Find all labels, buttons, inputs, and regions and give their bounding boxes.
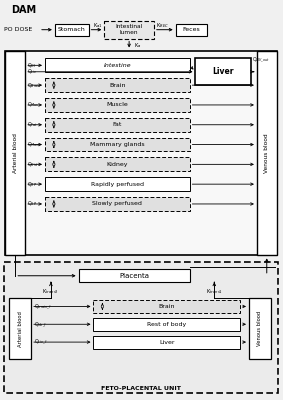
Text: Q$_{SP}$: Q$_{SP}$ — [27, 200, 37, 208]
Bar — [93, 300, 240, 313]
Text: K$_{trans2}$: K$_{trans2}$ — [42, 287, 59, 296]
Bar — [45, 197, 190, 211]
Text: Venous blood: Venous blood — [257, 311, 262, 346]
Bar — [45, 138, 190, 152]
Bar — [196, 58, 251, 85]
Text: Rapidly perfused: Rapidly perfused — [91, 182, 144, 187]
Text: Intestinal
lumen: Intestinal lumen — [115, 24, 143, 35]
Text: Q$_{Liv\_f}$: Q$_{Liv\_f}$ — [34, 338, 48, 346]
Text: Intestine: Intestine — [103, 63, 131, 68]
Bar — [45, 78, 190, 92]
Text: PO DOSE: PO DOSE — [4, 27, 33, 32]
Text: Placenta: Placenta — [119, 273, 149, 279]
Text: FETO-PLACENTAL UNIT: FETO-PLACENTAL UNIT — [101, 386, 181, 391]
Text: Q$_{Fat}$: Q$_{Fat}$ — [27, 120, 38, 129]
Bar — [4, 262, 278, 393]
Text: Feces: Feces — [183, 27, 200, 32]
Text: Muscle: Muscle — [106, 102, 128, 108]
Bar — [5, 52, 277, 256]
Text: Q$_{GI}$: Q$_{GI}$ — [27, 61, 37, 70]
Text: K$_{REC}$: K$_{REC}$ — [156, 21, 169, 30]
Bar — [257, 52, 277, 256]
Bar — [249, 298, 271, 360]
Text: DAM: DAM — [11, 5, 37, 15]
Bar — [104, 21, 154, 38]
Bar — [79, 269, 190, 282]
Text: Venous blood: Venous blood — [264, 134, 269, 173]
Text: Brain: Brain — [109, 83, 125, 88]
Bar — [55, 24, 89, 36]
Text: K$_{trans1}$: K$_{trans1}$ — [206, 287, 223, 296]
Text: Arterial blood: Arterial blood — [13, 134, 18, 173]
Bar — [9, 298, 31, 360]
Text: Liver: Liver — [159, 340, 175, 344]
Text: Q$_{ob\_f}$: Q$_{ob\_f}$ — [34, 320, 48, 329]
Bar — [176, 24, 207, 36]
Bar — [5, 52, 25, 256]
Text: Stomach: Stomach — [58, 27, 85, 32]
Text: Kidney: Kidney — [106, 162, 128, 167]
Bar — [45, 177, 190, 191]
Text: Brain: Brain — [158, 304, 175, 309]
Text: Q$_{Liv}$: Q$_{Liv}$ — [27, 67, 38, 76]
Text: Q$_{RP}$: Q$_{RP}$ — [27, 180, 37, 188]
Bar — [45, 58, 190, 72]
Text: Q$_{LIV\_out}$: Q$_{LIV\_out}$ — [252, 56, 270, 64]
Text: Slowly perfused: Slowly perfused — [92, 202, 142, 206]
Text: Q$_{Brain}$: Q$_{Brain}$ — [27, 81, 42, 90]
Text: K$_{a1}$: K$_{a1}$ — [93, 21, 102, 30]
Text: Q$_{Mus}$: Q$_{Mus}$ — [27, 100, 40, 109]
Bar — [45, 118, 190, 132]
Text: Q$_{Kid}$: Q$_{Kid}$ — [27, 160, 38, 169]
Bar — [45, 158, 190, 171]
Bar — [93, 318, 240, 331]
Text: K$_{a}$: K$_{a}$ — [134, 41, 142, 50]
Text: Liver: Liver — [213, 67, 234, 76]
Text: Rest of body: Rest of body — [147, 322, 186, 327]
Text: Fat: Fat — [113, 122, 122, 127]
Text: Mammary glands: Mammary glands — [90, 142, 145, 147]
Bar — [93, 336, 240, 348]
Text: Q$_{Mam}$: Q$_{Mam}$ — [27, 140, 41, 149]
Bar — [45, 98, 190, 112]
Text: Q$_{brain\_f}$: Q$_{brain\_f}$ — [34, 302, 52, 311]
Text: Arterial blood: Arterial blood — [18, 311, 23, 347]
